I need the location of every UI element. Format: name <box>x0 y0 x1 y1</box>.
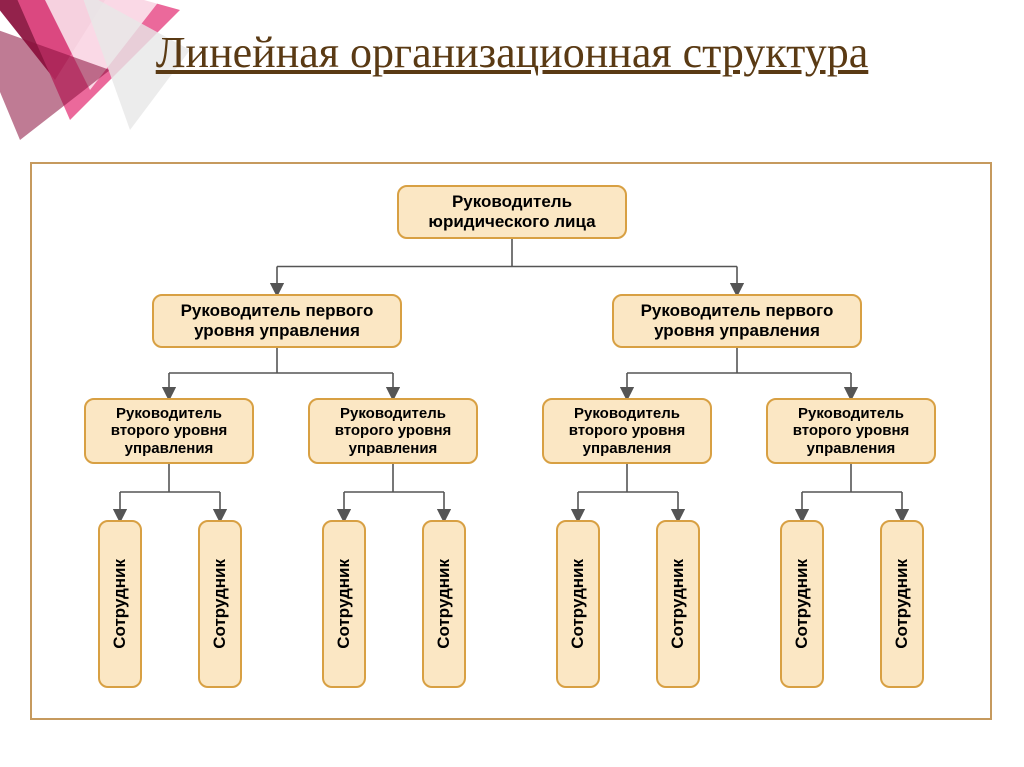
node-l2-2: Руководитель второго уровня управления <box>542 398 712 464</box>
node-l2-0: Руководитель второго уровня управления <box>84 398 254 464</box>
slide-title: Линейная организационная структура <box>0 28 1024 79</box>
node-l3-2-label: Сотрудник <box>334 559 354 649</box>
node-l2-1-label: Руководитель второго уровня управления <box>316 405 470 457</box>
node-l2-3: Руководитель второго уровня управления <box>766 398 936 464</box>
node-l1-1-label: Руководитель первого уровня управления <box>620 301 854 340</box>
node-l2-0-label: Руководитель второго уровня управления <box>92 405 246 457</box>
node-l3-7-label: Сотрудник <box>892 559 912 649</box>
node-l3-4-label: Сотрудник <box>568 559 588 649</box>
node-root: Руководитель юридического лица <box>397 185 627 239</box>
node-l1-0: Руководитель первого уровня управления <box>152 294 402 348</box>
node-l3-7: Сотрудник <box>880 520 924 688</box>
node-l3-3-label: Сотрудник <box>434 559 454 649</box>
node-l3-1-label: Сотрудник <box>210 559 230 649</box>
node-l3-0-label: Сотрудник <box>110 559 130 649</box>
node-l2-3-label: Руководитель второго уровня управления <box>774 405 928 457</box>
node-l1-0-label: Руководитель первого уровня управления <box>160 301 394 340</box>
node-l1-1: Руководитель первого уровня управления <box>612 294 862 348</box>
node-root-label: Руководитель юридического лица <box>405 192 619 231</box>
node-l3-1: Сотрудник <box>198 520 242 688</box>
node-l3-0: Сотрудник <box>98 520 142 688</box>
node-l3-6: Сотрудник <box>780 520 824 688</box>
org-chart-panel: Руководитель юридического лица Руководите… <box>30 162 992 720</box>
slide-title-text: Линейная организационная структура <box>156 28 869 77</box>
node-l3-6-label: Сотрудник <box>792 559 812 649</box>
node-l3-3: Сотрудник <box>422 520 466 688</box>
node-l3-5: Сотрудник <box>656 520 700 688</box>
node-l2-2-label: Руководитель второго уровня управления <box>550 405 704 457</box>
node-l3-4: Сотрудник <box>556 520 600 688</box>
node-l3-5-label: Сотрудник <box>668 559 688 649</box>
node-l3-2: Сотрудник <box>322 520 366 688</box>
corner-decoration <box>0 0 220 160</box>
node-l2-1: Руководитель второго уровня управления <box>308 398 478 464</box>
